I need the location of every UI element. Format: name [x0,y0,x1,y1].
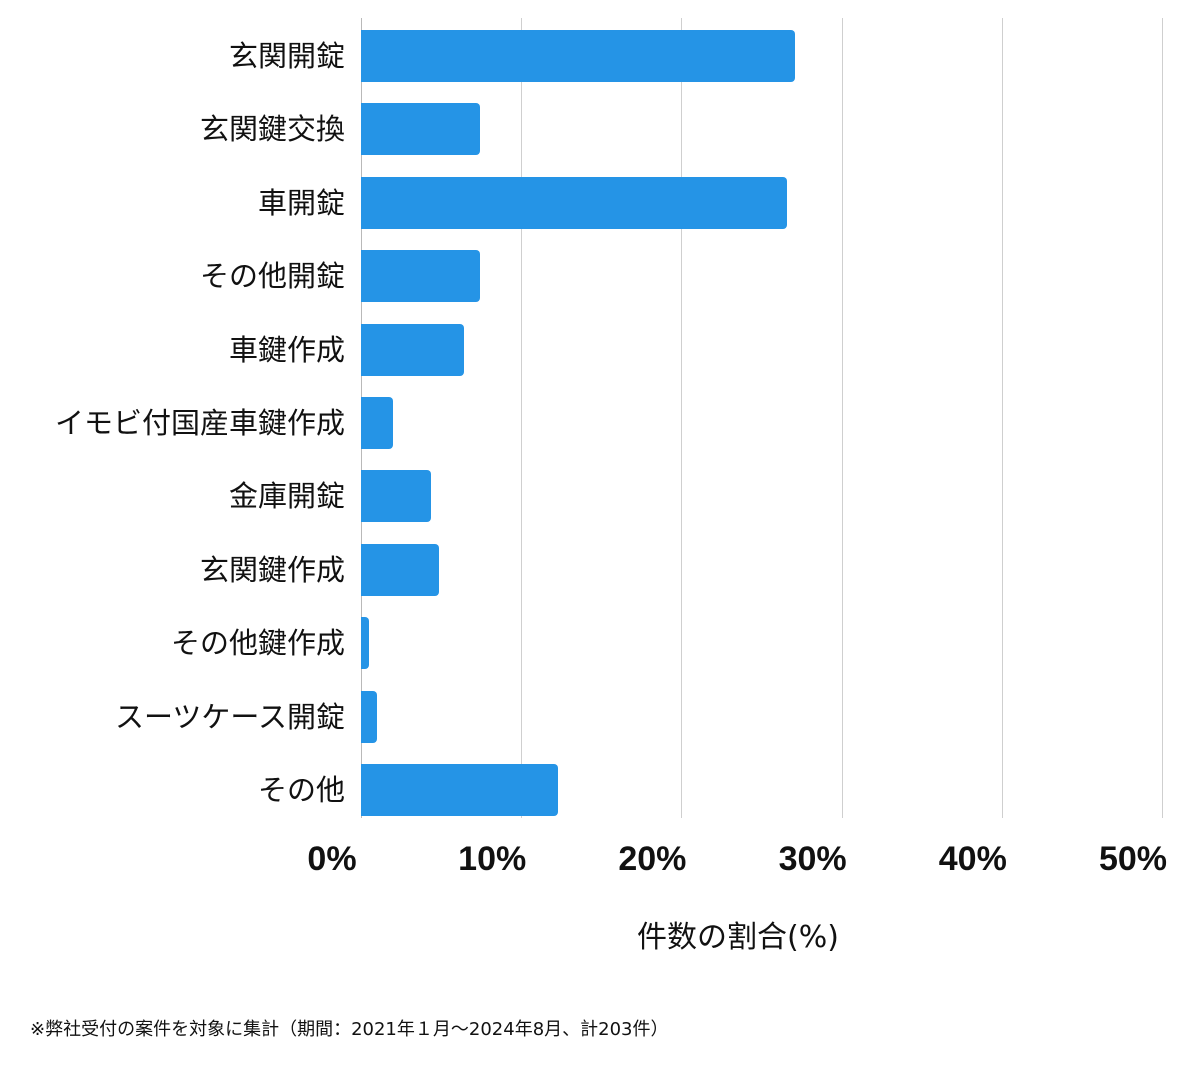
x-axis-title: 件数の割合(%) [637,920,839,955]
x-tick-label: 10% [458,840,527,878]
bar [361,30,796,82]
bar [361,323,464,376]
bar [361,397,394,449]
gridline [681,18,682,818]
bar [361,764,559,816]
plot-area [361,18,1163,818]
category-label: 車開錠 [257,185,345,220]
category-label: 玄関鍵作成 [199,552,345,587]
x-tick-label: 40% [938,840,1007,878]
category-label: 金庫開錠 [228,479,345,514]
x-tick-label: 20% [618,840,687,878]
category-label: イモビ付国産車鍵作成 [54,406,345,440]
gridline [1162,18,1163,818]
category-label: 玄関開錠 [228,39,345,73]
category-label: 車鍵作成 [228,332,345,367]
x-tick-label: 50% [1098,840,1168,878]
x-tick-label: 0% [307,840,357,878]
category-label: 玄関鍵交換 [199,112,345,147]
bar [361,690,378,743]
category-label: その他 [257,773,345,807]
category-label: スーツケース開錠 [115,699,345,734]
bar [361,176,788,229]
bar [361,250,480,303]
bar [361,470,432,523]
category-label: その他開錠 [199,259,345,294]
gridline [1002,18,1003,818]
bar [361,617,369,670]
category-label: その他鍵作成 [170,626,345,661]
x-tick-label: 30% [778,840,847,878]
bar [361,543,440,596]
footnote: ※弊社受付の案件を対象に集計（期間：2021年１月〜2024年8月、計203件） [30,1019,669,1040]
bar [361,103,480,156]
gridline [842,18,843,818]
gridline [521,18,522,818]
